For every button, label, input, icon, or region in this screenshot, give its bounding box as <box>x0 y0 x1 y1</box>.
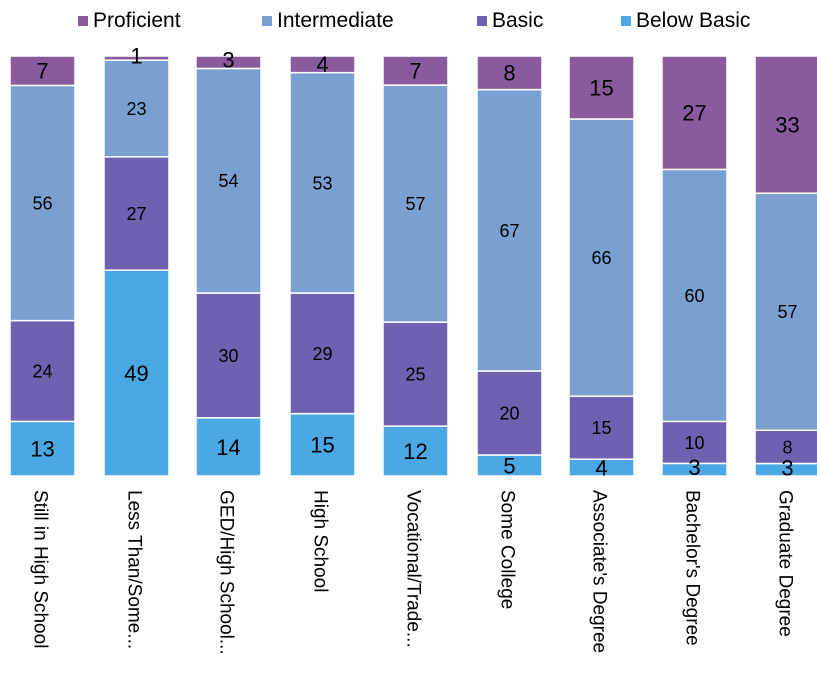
data-label: 3 <box>688 455 700 480</box>
category-label: GED/High School... <box>216 490 237 655</box>
legend-label: Proficient <box>93 9 181 32</box>
data-label: 29 <box>312 344 332 364</box>
data-label: 25 <box>405 365 425 385</box>
bar-segment-intermediate <box>382 84 449 323</box>
category-label: Bachelor's Degree <box>682 490 703 646</box>
legend-label: Basic <box>492 9 543 32</box>
legend-entry-basic: Basic <box>477 9 543 32</box>
legend-swatch <box>262 16 272 26</box>
legend-swatch <box>477 16 487 26</box>
bar-segment-intermediate <box>289 71 356 294</box>
bar-segment-proficient <box>568 55 635 120</box>
bar-segment-basic <box>568 395 635 460</box>
bar-segment-intermediate <box>103 59 170 158</box>
category-label: Associate's Degree <box>589 490 610 653</box>
data-labels: 13 24 56 7 49 27 23 1 14 30 54 3 15 29 53 4 12 25 57 7 5 20 67… <box>30 44 799 481</box>
data-label: 57 <box>405 194 425 214</box>
data-label: 33 <box>775 113 799 138</box>
data-label: 7 <box>36 59 48 84</box>
data-label: 30 <box>218 346 238 366</box>
bar-segment-below-basic <box>9 420 76 477</box>
data-label: 27 <box>126 204 146 224</box>
bar-segment-proficient <box>195 55 262 70</box>
bar-segment-basic <box>382 321 449 427</box>
category-label: Vocational/Trade... <box>403 490 424 648</box>
data-label: 57 <box>777 302 797 322</box>
category-label: High School <box>310 490 331 592</box>
data-label: 13 <box>30 437 54 462</box>
bar-segment-basic <box>661 420 728 465</box>
data-label: 23 <box>126 99 146 119</box>
data-label: 15 <box>589 75 613 100</box>
legend-swatch <box>78 16 88 26</box>
bar-segment-intermediate <box>661 168 728 423</box>
data-label: 49 <box>124 361 148 386</box>
bar-segment-below-basic <box>195 417 262 477</box>
data-label: 4 <box>316 52 328 77</box>
bar-segment-proficient <box>476 55 543 91</box>
bar-segment-below-basic <box>382 425 449 477</box>
data-label: 3 <box>781 455 793 480</box>
category-label: Less Than/Some... <box>124 490 145 649</box>
bar-segment-basic <box>195 292 262 419</box>
data-label: 20 <box>499 403 519 423</box>
data-label: 56 <box>32 193 52 213</box>
bar-segment-basic <box>476 370 543 456</box>
data-label: 67 <box>499 221 519 241</box>
data-label: 3 <box>222 48 234 73</box>
bar-segment-intermediate <box>195 67 262 294</box>
bar-segment-intermediate <box>568 118 635 397</box>
data-label: 54 <box>218 171 238 191</box>
data-label: 1 <box>130 44 142 69</box>
bar-segment-proficient <box>9 55 76 87</box>
bar-segment-below-basic <box>289 412 356 477</box>
legend-label: Below Basic <box>636 9 750 32</box>
category-labels: Still in High School Less Than/Some... GED… <box>30 490 796 655</box>
data-label: 7 <box>409 58 421 83</box>
bar-segment-proficient <box>661 55 728 171</box>
bar-segment-intermediate <box>476 88 543 372</box>
data-label: 15 <box>310 433 334 458</box>
data-label: 24 <box>32 361 52 381</box>
data-label: 5 <box>503 453 515 478</box>
bar-segment-basic <box>754 429 817 465</box>
data-label: 66 <box>591 248 611 268</box>
bar-segment-proficient <box>754 55 817 194</box>
data-label: 8 <box>503 61 515 86</box>
data-label: 60 <box>684 286 704 306</box>
bar-segment-basic <box>9 319 76 423</box>
data-label: 8 <box>782 437 792 457</box>
data-label: 10 <box>684 433 704 453</box>
category-label: Graduate Degree <box>775 490 796 637</box>
data-label: 15 <box>591 418 611 438</box>
legend-label: Intermediate <box>277 9 394 32</box>
bar-segment-proficient <box>103 55 170 61</box>
bar-segment-intermediate <box>754 192 817 432</box>
bar-segment-proficient <box>289 55 356 74</box>
legend-entry-below-basic: Below Basic <box>621 9 750 32</box>
data-label: 12 <box>403 439 427 464</box>
bar-segment-basic <box>103 156 170 271</box>
data-label: 27 <box>682 101 706 126</box>
legend-swatch <box>621 16 631 26</box>
legend-entry-intermediate: Intermediate <box>262 9 394 32</box>
category-label: Some College <box>497 490 518 609</box>
data-label: 53 <box>312 173 332 193</box>
bar-segment-proficient <box>382 55 449 86</box>
legend-entry-proficient: Proficient <box>78 9 181 32</box>
data-label: 4 <box>595 456 607 481</box>
legend: Proficient Intermediate Basic Below Basic <box>78 9 750 32</box>
data-label: 14 <box>216 435 240 460</box>
bar-segment-below-basic <box>103 269 170 477</box>
category-label: Still in High School <box>30 490 51 648</box>
bars <box>9 55 817 477</box>
